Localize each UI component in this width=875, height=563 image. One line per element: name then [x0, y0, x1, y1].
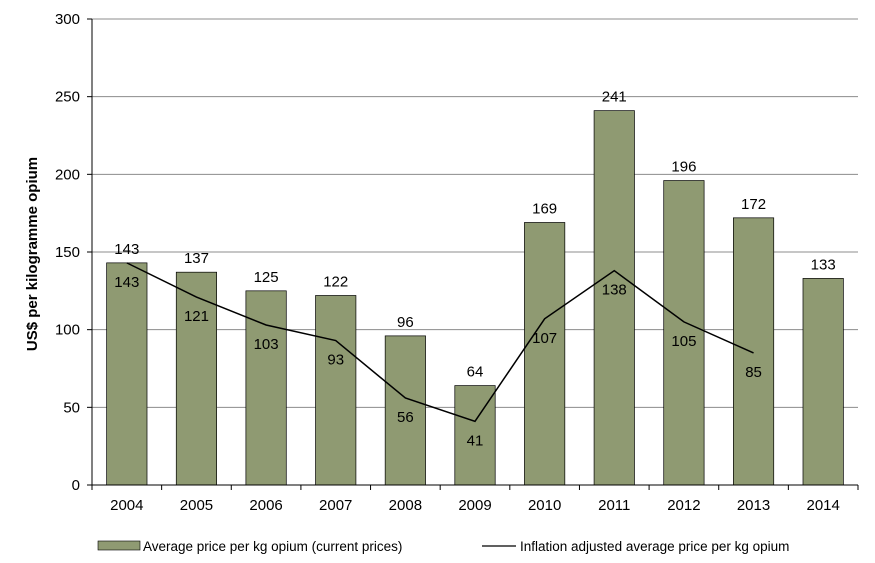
bar [733, 217, 775, 486]
x-tick-label: 2012 [667, 497, 700, 514]
bar-value-label: 143 [114, 241, 139, 258]
y-tick-label: 250 [55, 89, 80, 106]
line-value-label: 85 [745, 364, 762, 381]
x-tick-label: 2010 [528, 497, 561, 514]
legend-swatch-bars [97, 540, 141, 551]
bars [106, 110, 844, 486]
line-value-label: 138 [602, 282, 627, 299]
y-tick-label: 50 [63, 399, 80, 416]
bar-value-label: 137 [184, 250, 209, 267]
x-tick-label: 2014 [806, 497, 839, 514]
bar-value-label: 122 [323, 273, 348, 290]
x-tick-label: 2007 [319, 497, 352, 514]
y-axis-title: US$ per kilogramme opium [24, 157, 41, 351]
bar [106, 262, 148, 486]
line-value-label: 107 [532, 330, 557, 347]
bar-value-label: 96 [397, 314, 414, 331]
x-tick-label: 2004 [110, 497, 143, 514]
bar [663, 180, 705, 486]
line-value-label: 93 [327, 352, 344, 369]
bar-value-label: 241 [602, 89, 627, 106]
y-tick-label: 100 [55, 322, 80, 339]
line-value-label: 143 [114, 274, 139, 291]
x-tick-label: 2008 [389, 497, 422, 514]
gridlines [92, 18, 858, 408]
bar [593, 110, 635, 486]
line-series [126, 262, 754, 423]
bar-value-label: 196 [671, 159, 696, 176]
x-tick-label: 2005 [180, 497, 213, 514]
bar [315, 295, 357, 486]
line-value-label: 103 [254, 336, 279, 353]
line-value-label: 56 [397, 409, 414, 426]
y-tick-label: 150 [55, 244, 80, 261]
bar-value-label: 64 [467, 364, 484, 381]
bar-value-label: 125 [254, 269, 279, 286]
line-value-label: 121 [184, 308, 209, 325]
y-tick-label: 200 [55, 166, 80, 183]
bar-value-label: 169 [532, 200, 557, 217]
x-tick-label: 2011 [598, 497, 630, 514]
bar-value-label: 133 [811, 256, 836, 273]
x-tick-label: 2013 [737, 497, 770, 514]
bar-value-label: 172 [741, 196, 766, 213]
data-labels: 143 137 125 122 96 64 169 241 196 172 133 143 121 103… [114, 89, 835, 450]
bar [175, 271, 217, 486]
legend-label-line: Inflation adjusted average price per kg … [520, 539, 789, 554]
y-tick-label: 300 [55, 11, 80, 28]
line-value-label: 105 [671, 333, 696, 350]
legend: Average price per kg opium (current pric… [97, 539, 789, 554]
bar [802, 278, 844, 486]
legend-label-bars: Average price per kg opium (current pric… [143, 539, 402, 554]
x-tick-label: 2009 [458, 497, 491, 514]
y-tick-label: 0 [72, 477, 80, 494]
x-tick-label: 2006 [249, 497, 282, 514]
inflation-line [126, 262, 754, 423]
axes: 0 50 100 150 200 250 300 2004 2005 2006 2007 2008 20… [55, 11, 859, 514]
bar [384, 335, 426, 486]
bar [524, 222, 566, 486]
line-value-label: 41 [467, 432, 484, 449]
